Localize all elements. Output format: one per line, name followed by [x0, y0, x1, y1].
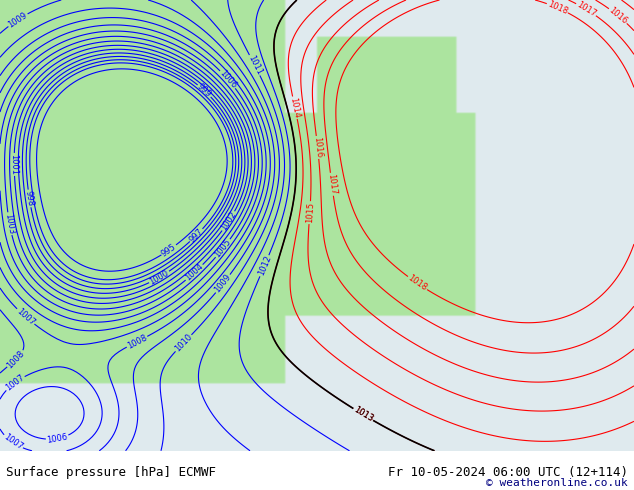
Text: 1017: 1017 — [326, 173, 338, 196]
Text: 1008: 1008 — [126, 333, 148, 351]
Text: 1017: 1017 — [575, 0, 598, 19]
Text: Fr 10-05-2024 06:00 UTC (12+114): Fr 10-05-2024 06:00 UTC (12+114) — [387, 466, 628, 479]
Text: 997: 997 — [188, 226, 205, 244]
Text: © weatheronline.co.uk: © weatheronline.co.uk — [486, 478, 628, 488]
Text: 1005: 1005 — [213, 237, 233, 259]
Text: 1016: 1016 — [607, 5, 629, 26]
Text: 1007: 1007 — [15, 306, 36, 327]
Text: 1009: 1009 — [6, 10, 29, 29]
Text: 1013: 1013 — [352, 405, 375, 424]
Text: 1009: 1009 — [213, 272, 233, 294]
Text: 1016: 1016 — [312, 136, 323, 158]
Text: 1018: 1018 — [406, 273, 429, 293]
Text: 1013: 1013 — [352, 405, 375, 424]
Text: Surface pressure [hPa] ECMWF: Surface pressure [hPa] ECMWF — [6, 466, 216, 479]
Text: 1002: 1002 — [219, 210, 238, 232]
Text: 1014: 1014 — [288, 97, 301, 119]
Text: 1006: 1006 — [46, 432, 68, 445]
Text: 1011: 1011 — [246, 54, 264, 76]
Text: 1006: 1006 — [217, 69, 238, 90]
Text: 999: 999 — [195, 82, 213, 99]
Text: 1010: 1010 — [173, 332, 194, 354]
Text: 1003: 1003 — [3, 213, 16, 235]
Text: 998: 998 — [23, 190, 35, 207]
Text: 1000: 1000 — [148, 268, 171, 287]
Text: 1008: 1008 — [5, 348, 27, 370]
Text: 1004: 1004 — [184, 262, 205, 283]
Text: 1007: 1007 — [4, 373, 26, 392]
Text: 1012: 1012 — [256, 254, 273, 277]
Text: 1015: 1015 — [305, 202, 315, 223]
Text: 1001: 1001 — [10, 154, 19, 175]
Text: 1018: 1018 — [546, 0, 569, 16]
Text: 1007: 1007 — [1, 433, 24, 452]
Text: 995: 995 — [160, 242, 178, 258]
